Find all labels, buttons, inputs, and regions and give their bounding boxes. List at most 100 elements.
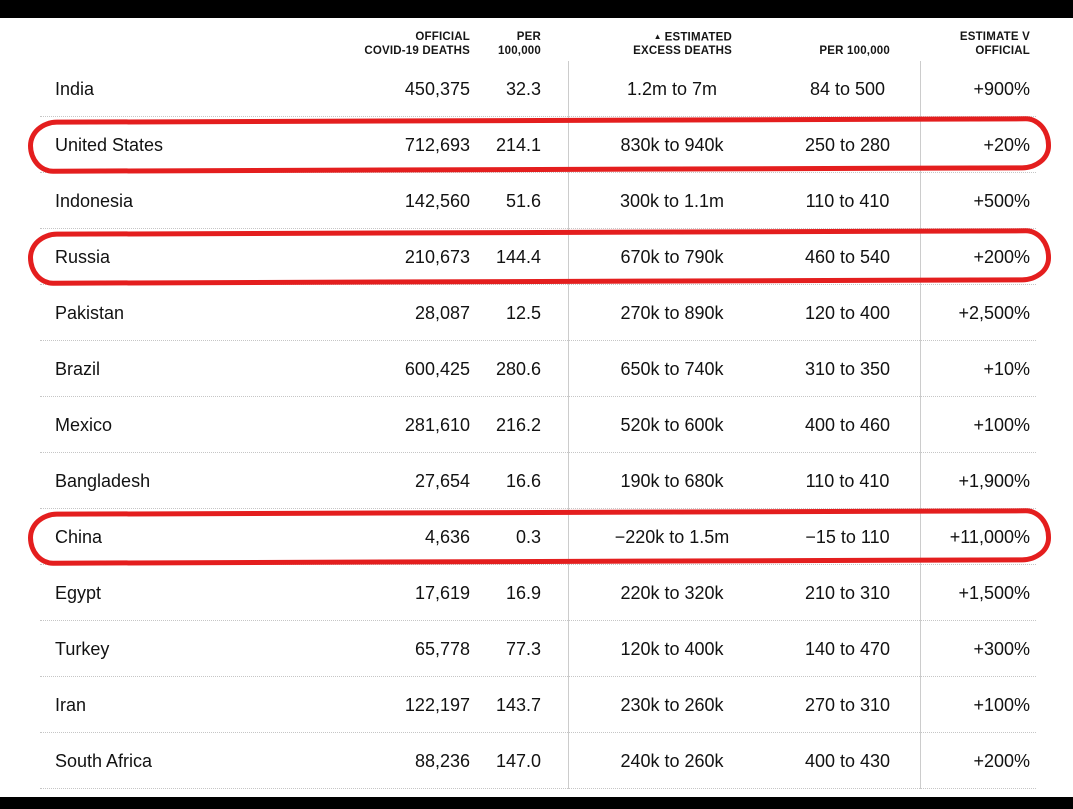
excess-per-100k-cell: 250 to 280	[804, 134, 891, 155]
country-cell: China	[55, 526, 103, 547]
spacer-cell	[541, 117, 568, 173]
header-estimated-excess-deaths[interactable]: ▲ ESTIMATED EXCESS DEATHS	[568, 30, 775, 62]
table-row: South Africa 88,236 147.0 240k to 260k 4…	[0, 733, 1073, 789]
country-cell: Iran	[55, 694, 87, 715]
excess-per-100k-cell: 460 to 540	[804, 246, 891, 267]
estimate-v-official-cell: +10%	[920, 341, 1073, 397]
excess-deaths-cell: 230k to 260k	[568, 677, 775, 733]
excess-deaths-cell: 240k to 260k	[568, 733, 775, 789]
per-100k-cell: 0.3	[515, 526, 541, 547]
official-deaths-cell: 122,197	[404, 694, 470, 715]
spacer-cell	[541, 621, 568, 677]
estimate-v-official-cell: +100%	[920, 677, 1073, 733]
excess-per-100k-cell: 140 to 470	[804, 638, 891, 659]
per-100k-cell: 144.4	[495, 246, 541, 267]
country-cell: Bangladesh	[55, 470, 151, 491]
estimate-v-official-cell: +11,000%	[920, 509, 1073, 565]
table-row: Indonesia 142,560 51.6 300k to 1.1m 110 …	[0, 173, 1073, 229]
table-row: Iran 122,197 143.7 230k to 260k 270 to 3…	[0, 677, 1073, 733]
table-row: Egypt 17,619 16.9 220k to 320k 210 to 31…	[0, 565, 1073, 621]
excess-deaths-cell: 220k to 320k	[568, 565, 775, 621]
excess-deaths-cell: 520k to 600k	[568, 397, 775, 453]
table-panel: OFFICIAL COVID-19 DEATHS PER 100,000 ▲ ES…	[0, 18, 1073, 797]
header-excess-line2: EXCESS DEATHS	[633, 45, 732, 57]
table-row: China 4,636 0.3 −220k to 1.5m −15 to 110…	[0, 508, 1073, 566]
spacer-cell	[541, 229, 568, 285]
excess-per-100k-cell: 110 to 410	[805, 470, 890, 491]
per-100k-cell: 51.6	[505, 190, 541, 211]
table-row: Pakistan 28,087 12.5 270k to 890k 120 to…	[0, 285, 1073, 341]
official-deaths-cell: 88,236	[414, 750, 470, 771]
excess-per-100k-cell: −15 to 110	[805, 526, 890, 547]
country-cell: South Africa	[55, 750, 153, 771]
estimate-v-official-cell: +2,500%	[920, 285, 1073, 341]
header-per-100k[interactable]: PER 100,000	[470, 30, 541, 61]
excess-deaths-cell: 650k to 740k	[568, 341, 775, 397]
excess-deaths-cell: 270k to 890k	[568, 285, 775, 341]
header-excess-per100k-line2: PER 100,000	[819, 45, 890, 57]
spacer-cell	[541, 565, 568, 621]
header-estimate-v-official[interactable]: ESTIMATE V OFFICIAL	[920, 30, 1073, 61]
header-official-line2: COVID-19 DEATHS	[364, 45, 470, 57]
country-cell: Russia	[55, 246, 111, 267]
per-100k-cell: 16.6	[505, 470, 541, 491]
per-100k-cell: 77.3	[505, 638, 541, 659]
header-excess-per-100k[interactable]: PER 100,000	[775, 44, 920, 61]
excess-per-100k-cell: 120 to 400	[804, 302, 891, 323]
country-cell: Egypt	[55, 582, 102, 603]
estimate-v-official-cell: +500%	[920, 173, 1073, 229]
per-100k-cell: 147.0	[495, 750, 541, 771]
excess-deaths-cell: 300k to 1.1m	[568, 173, 775, 229]
country-cell: Brazil	[55, 358, 101, 379]
spacer-cell	[541, 285, 568, 341]
excess-deaths-cell: 190k to 680k	[568, 453, 775, 509]
per-100k-cell: 216.2	[495, 414, 541, 435]
official-deaths-cell: 17,619	[414, 582, 470, 603]
per-100k-cell: 280.6	[495, 358, 541, 379]
excess-per-100k-cell: 84 to 500	[809, 78, 886, 99]
table-row: Turkey 65,778 77.3 120k to 400k 140 to 4…	[0, 621, 1073, 677]
excess-deaths-cell: 670k to 790k	[568, 229, 775, 285]
excess-deaths-cell: 120k to 400k	[568, 621, 775, 677]
header-per100k-line1: PER	[516, 31, 541, 43]
spacer-cell	[541, 733, 568, 789]
per-100k-cell: 143.7	[495, 694, 541, 715]
table-row: Russia 210,673 144.4 670k to 790k 460 to…	[0, 228, 1073, 286]
estimate-v-official-cell: +100%	[920, 397, 1073, 453]
country-cell: United States	[55, 134, 164, 155]
table-header: OFFICIAL COVID-19 DEATHS PER 100,000 ▲ ES…	[0, 18, 1073, 61]
excess-per-100k-cell: 400 to 460	[804, 414, 891, 435]
official-deaths-cell: 210,673	[404, 246, 470, 267]
table-row: Bangladesh 27,654 16.6 190k to 680k 110 …	[0, 453, 1073, 509]
excess-per-100k-cell: 110 to 410	[805, 190, 890, 211]
country-cell: Turkey	[55, 638, 110, 659]
country-cell: India	[55, 78, 95, 99]
header-excess-line1-text: ESTIMATED	[664, 31, 732, 43]
official-deaths-cell: 142,560	[404, 190, 470, 211]
header-official-deaths[interactable]: OFFICIAL COVID-19 DEATHS	[335, 30, 470, 61]
official-deaths-cell: 281,610	[404, 414, 470, 435]
estimate-v-official-cell: +300%	[920, 621, 1073, 677]
excess-per-100k-cell: 310 to 350	[804, 358, 891, 379]
header-official-line1: OFFICIAL	[415, 31, 470, 43]
per-100k-cell: 32.3	[505, 78, 541, 99]
table-row: Mexico 281,610 216.2 520k to 600k 400 to…	[0, 397, 1073, 453]
excess-per-100k-cell: 270 to 310	[804, 694, 891, 715]
estimate-v-official-cell: +1,500%	[920, 565, 1073, 621]
header-excess-line1: ▲ ESTIMATED	[568, 30, 732, 45]
official-deaths-cell: 600,425	[404, 358, 470, 379]
table-row: India 450,375 32.3 1.2m to 7m 84 to 500 …	[0, 61, 1073, 117]
sort-ascending-icon: ▲	[653, 31, 662, 41]
estimate-v-official-cell: +900%	[920, 61, 1073, 117]
per-100k-cell: 16.9	[505, 582, 541, 603]
excess-per-100k-cell: 400 to 430	[804, 750, 891, 771]
spacer-cell	[541, 397, 568, 453]
country-cell: Mexico	[55, 414, 113, 435]
per-100k-cell: 12.5	[505, 302, 541, 323]
header-per100k-line2: 100,000	[498, 45, 541, 57]
spacer-cell	[541, 509, 568, 565]
estimate-v-official-cell: +200%	[920, 733, 1073, 789]
spacer-cell	[541, 173, 568, 229]
official-deaths-cell: 65,778	[414, 638, 470, 659]
estimate-v-official-cell: +20%	[920, 117, 1073, 173]
